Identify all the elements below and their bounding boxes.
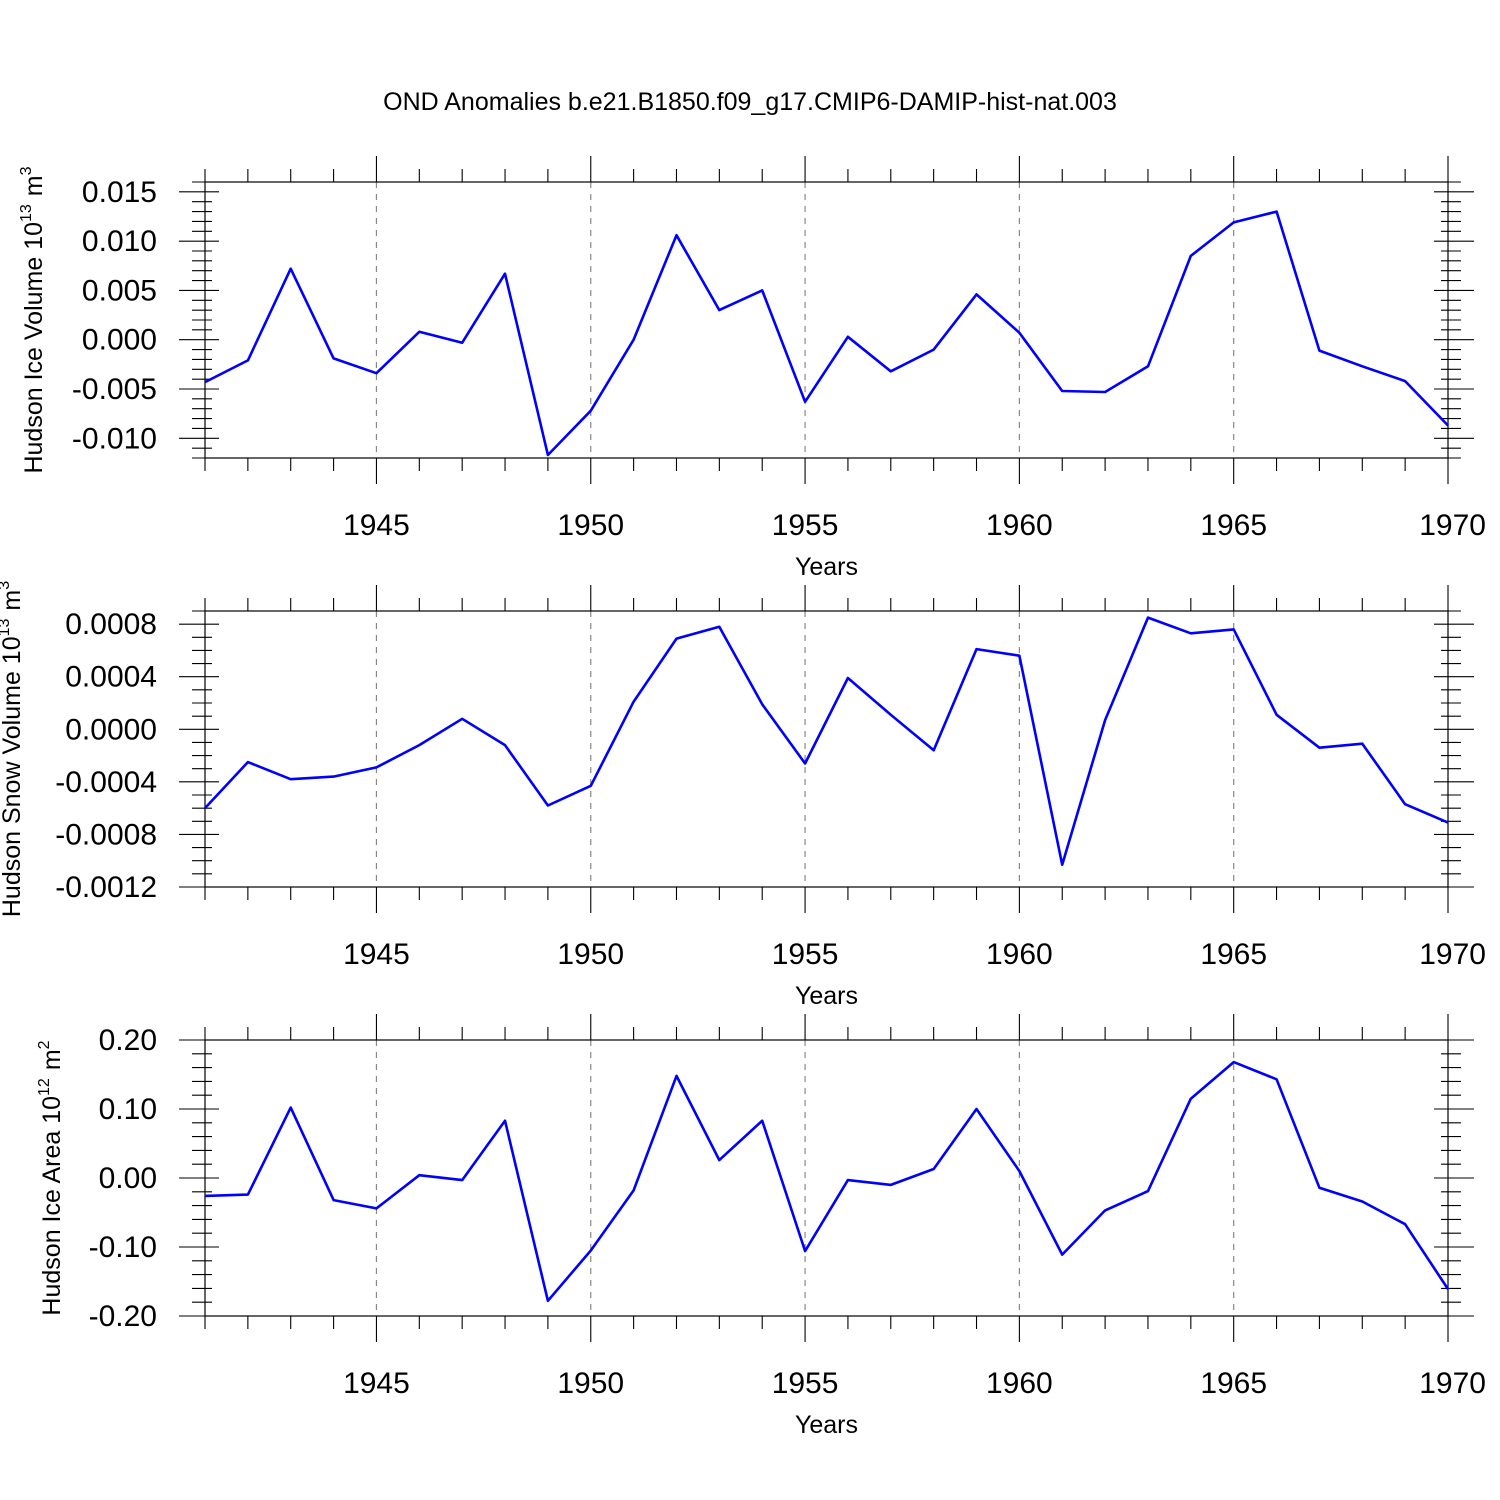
y-axis-label-unit-exponent: 3	[18, 166, 35, 175]
series-line	[204, 1060, 1450, 1303]
panel-3: -0.20 -0.10 0.00 0.10 0.20 1945 1950 1955 1960 19…	[36, 1014, 1486, 1439]
y-axis-label-unit: m	[38, 1049, 66, 1070]
y-axis-label: Hudson Ice Volume 1013 m3	[18, 166, 48, 473]
y-tick-label: 0.20	[99, 1024, 157, 1057]
y-axis-label-exponent: 12	[36, 1078, 53, 1096]
x-tick-label: 1965	[1200, 509, 1267, 542]
y-tick-label: 0.005	[82, 274, 157, 307]
x-tick-label: 1960	[986, 509, 1053, 542]
x-axis-label: Years	[795, 1411, 858, 1439]
y-axis-label-main: Hudson Snow Volume 10	[0, 636, 26, 917]
y-tick-label: 0.015	[82, 176, 157, 209]
series-line	[204, 616, 1449, 867]
x-tick-label: 1965	[1200, 1367, 1267, 1400]
y-axis-label-main: Hudson Ice Area 10	[38, 1096, 66, 1316]
x-tick-label: 1965	[1200, 938, 1267, 971]
y-axis-label: Hudson Ice Area 1012 m2	[36, 1040, 66, 1315]
x-axis-label: Years	[795, 982, 858, 1010]
panel-2: -0.0012 -0.0008 -0.0004 0.0000 0.0004 0.0008 1…	[0, 581, 1486, 1010]
x-tick-label: 1960	[986, 938, 1053, 971]
y-tick-label: -0.005	[72, 373, 157, 406]
y-axis-label-main: Hudson Ice Volume 10	[20, 222, 48, 474]
plot-frame	[204, 610, 1449, 888]
plot-frame	[204, 1039, 1449, 1317]
y-tick-label: 0.00	[99, 1162, 157, 1195]
y-axis-label-unit: m	[20, 175, 48, 196]
x-tick-label: 1955	[772, 938, 839, 971]
y-tick-label: -0.010	[72, 422, 157, 455]
x-tick-label: 1945	[343, 938, 410, 971]
x-tick-label: 1970	[1419, 1367, 1486, 1400]
y-axis-label-unit: m	[0, 590, 26, 611]
panels: -0.010 -0.005 0.000 0.005 0.010 0.015 1945 1950…	[0, 156, 1486, 1439]
x-axis-label: Years	[795, 553, 858, 581]
x-tick-label: 1950	[557, 1367, 624, 1400]
y-axis-label-unit-exponent: 3	[0, 581, 13, 590]
y-tick-label: -0.0012	[55, 871, 157, 904]
x-tick-label: 1955	[772, 1367, 839, 1400]
y-tick-label: -0.0004	[55, 766, 157, 799]
y-tick-label: 0.10	[99, 1093, 157, 1126]
chart-title: OND Anomalies b.e21.B1850.f09_g17.CMIP6-…	[383, 88, 1117, 116]
y-tick-label: 0.0000	[65, 713, 157, 746]
x-tick-label: 1945	[343, 509, 410, 542]
y-tick-label: 0.000	[82, 324, 157, 357]
x-tick-label: 1945	[343, 1367, 410, 1400]
y-tick-label: 0.010	[82, 225, 157, 258]
x-tick-label: 1950	[557, 938, 624, 971]
y-tick-label: 0.0008	[65, 608, 157, 641]
y-tick-label: 0.0004	[65, 661, 157, 694]
y-tick-label: -0.20	[89, 1300, 157, 1333]
x-tick-label: 1950	[557, 509, 624, 542]
y-tick-label: -0.10	[89, 1231, 157, 1264]
plot-frame	[204, 181, 1449, 459]
y-axis-label-exponent: 13	[18, 204, 35, 222]
series-line	[204, 210, 1449, 457]
x-tick-label: 1970	[1419, 509, 1486, 542]
y-axis-label-exponent: 13	[0, 618, 13, 636]
x-tick-label: 1960	[986, 1367, 1053, 1400]
y-axis-label-unit-exponent: 2	[36, 1040, 53, 1049]
x-tick-label: 1970	[1419, 938, 1486, 971]
y-axis-label: Hudson Snow Volume 1013 m3	[0, 581, 26, 917]
y-tick-label: -0.0008	[55, 818, 157, 851]
panel-1: -0.010 -0.005 0.000 0.005 0.010 0.015 1945 1950…	[18, 156, 1486, 581]
x-tick-label: 1955	[772, 509, 839, 542]
